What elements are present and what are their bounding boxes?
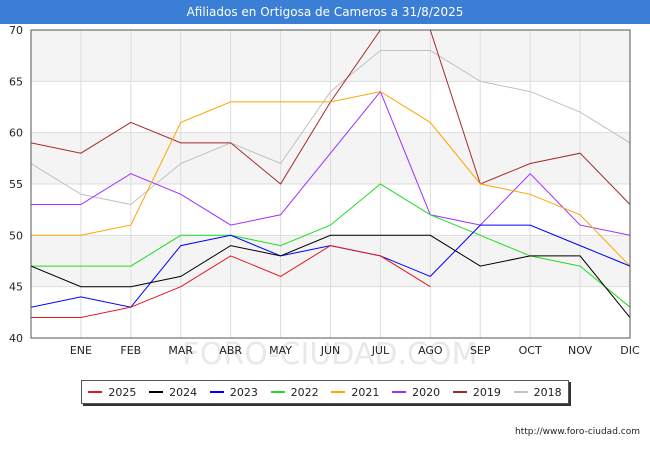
x-tick-label: MAR [168, 344, 193, 357]
y-tick-label: 40 [9, 332, 23, 345]
x-tick-label: JUL [371, 344, 390, 357]
legend-label: 2023 [229, 385, 258, 399]
legend-swatch [209, 391, 224, 393]
legend-item-2025: 2025 [88, 386, 136, 399]
y-tick-label: 70 [9, 24, 23, 37]
legend-item-2018: 2018 [513, 385, 562, 399]
plot-frame [30, 29, 631, 339]
legend-label: 2018 [533, 385, 562, 399]
legend-label: 2022 [290, 385, 319, 399]
legend-label: 2020 [412, 385, 441, 399]
x-tick-label: ABR [219, 344, 242, 357]
legend-swatch [270, 391, 285, 393]
series-line-2021 [31, 91, 630, 267]
legend-label: 2025 [108, 385, 137, 399]
y-tick-label: 60 [9, 127, 23, 140]
y-tick-label: 45 [9, 281, 23, 294]
legend-item-2022: 2022 [270, 385, 319, 399]
x-tick-label: ENE [70, 344, 92, 357]
legend-label: 2021 [351, 385, 380, 399]
x-tick-label: FEB [120, 344, 141, 357]
y-tick-label: 65 [9, 75, 23, 88]
series-line-2020 [31, 90, 630, 236]
series-line-2024 [31, 234, 630, 318]
series-line-2025 [31, 245, 431, 318]
y-tick-label: 50 [9, 229, 23, 242]
legend-swatch [452, 391, 467, 393]
footer-url: http://www.foro-ciudad.com [515, 427, 640, 437]
x-tick-label: NOV [568, 344, 593, 357]
legend-item-2019: 2019 [452, 385, 501, 399]
legend-swatch [392, 391, 407, 393]
legend-swatch [513, 391, 528, 393]
legend-item-2021: 2021 [331, 386, 379, 399]
legend-swatch [331, 391, 346, 393]
legend-label: 2019 [472, 385, 501, 399]
line-chart: FORO-CIUDAD.COM 40 45 50 55 60 65 70 ENE FEB MAR… [9, 24, 640, 372]
x-tick-label: DIC [620, 344, 640, 357]
legend-swatch [149, 391, 164, 393]
legend-item-2024: 2024 [149, 386, 197, 399]
legend-item-2023: 2023 [209, 385, 258, 399]
x-tick-label: MAY [269, 344, 292, 357]
series-lines [31, 30, 630, 318]
x-tick-label: JUN [320, 344, 341, 357]
legend-swatch [88, 391, 103, 393]
x-tick-label: OCT [519, 344, 542, 357]
legend: 2025 2024 2023 2022 2021 2020 2019 2018 [81, 380, 569, 404]
chart-title: Afiliados en Ortigosa de Cameros a 31/8/… [0, 0, 650, 24]
y-tick-label: 55 [9, 178, 23, 191]
series-line-2018 [31, 50, 630, 206]
x-tick-label: AGO [418, 344, 443, 357]
x-axis-ticks: ENE FEB MAR ABR MAY JUN JUL AGO SEP OCT NOV DIC [70, 344, 640, 357]
y-axis-ticks: 40 45 50 55 60 65 70 [9, 24, 23, 345]
watermark: FORO-CIUDAD.COM [183, 337, 478, 372]
x-tick-label: SEP [470, 344, 491, 357]
legend-item-2020: 2020 [392, 386, 440, 399]
legend-label: 2024 [169, 385, 198, 399]
